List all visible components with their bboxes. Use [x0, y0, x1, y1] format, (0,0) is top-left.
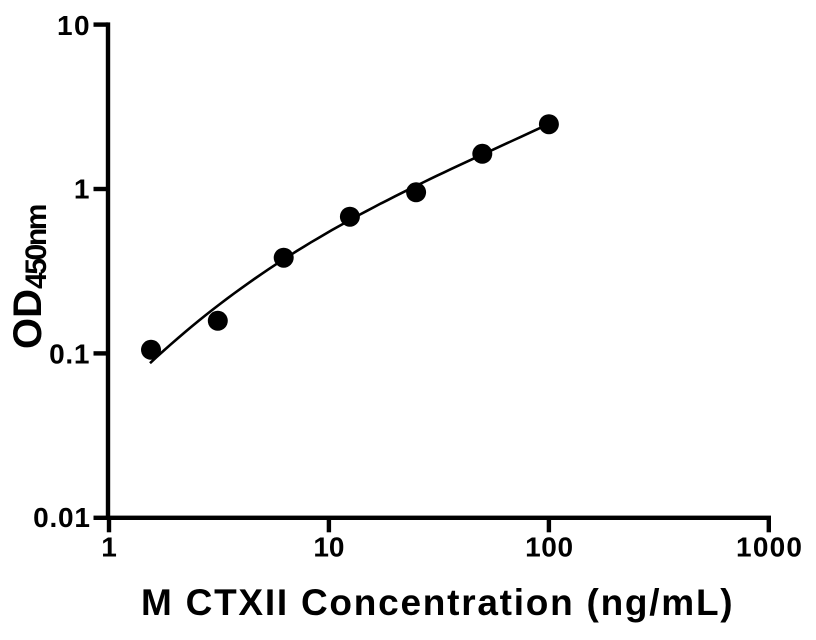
svg-text:0.01: 0.01 — [33, 502, 91, 533]
svg-text:100: 100 — [525, 532, 574, 563]
svg-text:10: 10 — [313, 532, 344, 563]
svg-text:1000: 1000 — [736, 532, 803, 563]
svg-text:0.1: 0.1 — [49, 338, 90, 369]
svg-text:M CTXII Concentration (ng/mL): M CTXII Concentration (ng/mL) — [141, 582, 734, 623]
svg-text:1: 1 — [101, 532, 117, 563]
svg-text:1: 1 — [74, 174, 90, 205]
svg-text:10: 10 — [57, 10, 91, 41]
